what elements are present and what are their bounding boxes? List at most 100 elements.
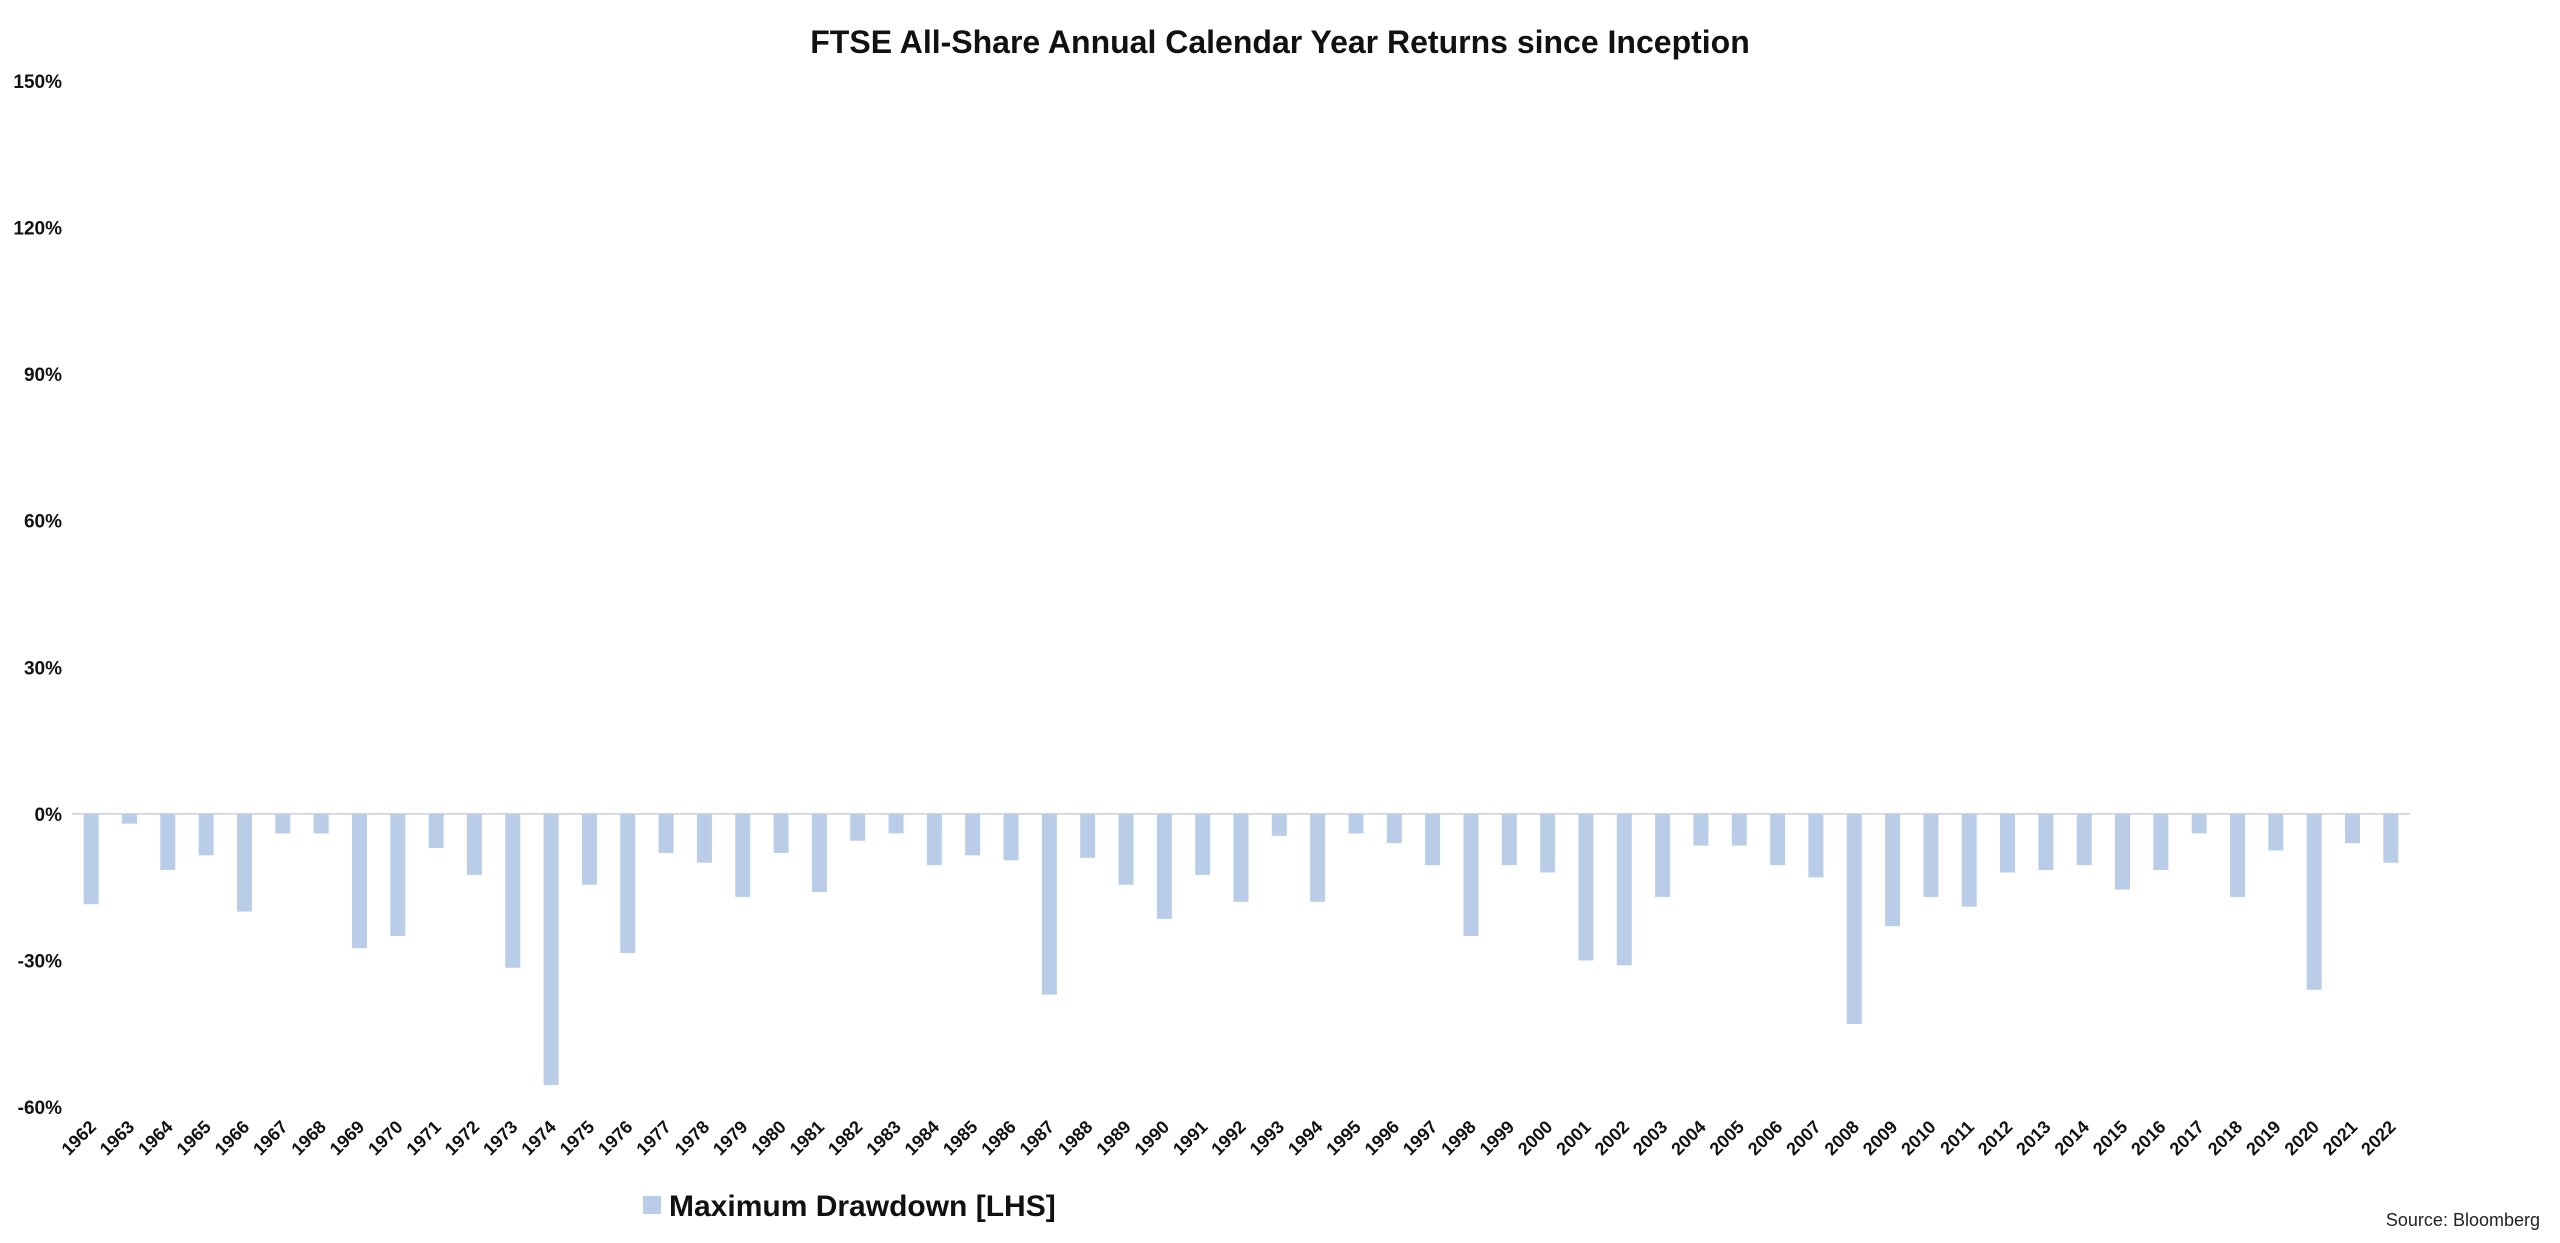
x-tick-label: 1972	[441, 1117, 483, 1159]
bar-1976	[620, 813, 636, 954]
x-tick-label: 2011	[1936, 1117, 1978, 1159]
x-tick-label: 1963	[96, 1117, 138, 1159]
bar-1996	[1386, 813, 1402, 844]
x-tick-label: 1979	[709, 1117, 751, 1159]
bar-1978	[696, 813, 712, 863]
bar-1992	[1233, 813, 1249, 902]
x-tick-label: 1991	[1169, 1117, 1211, 1159]
x-tick-label: 1998	[1437, 1117, 1479, 1159]
bar-2018	[2230, 813, 2246, 897]
bar-1982	[850, 813, 866, 841]
x-tick-label: 2002	[1591, 1117, 1633, 1159]
x-axis: 1962196319641965196619671968196919701971…	[58, 1117, 2400, 1159]
bar-2013	[2038, 813, 2054, 871]
y-tick-label: 60%	[24, 512, 62, 533]
bar-1983	[888, 813, 904, 834]
y-tick-label: 120%	[13, 219, 62, 240]
x-tick-label: 1997	[1399, 1117, 1441, 1159]
y-tick-label: -60%	[18, 1098, 62, 1119]
x-tick-label: 1975	[556, 1117, 598, 1159]
bar-1964	[160, 813, 176, 871]
source-note: Source: Bloomberg	[2386, 1210, 2540, 1230]
x-tick-label: 2017	[2166, 1117, 2208, 1159]
bar-2019	[2268, 813, 2284, 851]
bar-1971	[428, 813, 444, 849]
bar-1998	[1463, 813, 1479, 936]
bar-2011	[1961, 813, 1977, 907]
bar-1995	[1348, 813, 1364, 834]
bar-1989	[1118, 813, 1134, 885]
bar-2009	[1885, 813, 1901, 927]
bar-2006	[1770, 813, 1786, 866]
x-tick-label: 2013	[2012, 1117, 2054, 1159]
x-tick-label: 1985	[939, 1117, 981, 1159]
x-tick-label: 1977	[632, 1117, 674, 1159]
x-tick-label: 2019	[2242, 1117, 2284, 1159]
x-tick-label: 2001	[1552, 1117, 1594, 1159]
bar-1970	[390, 813, 406, 936]
bar-2010	[1923, 813, 1939, 897]
bar-1977	[658, 813, 674, 853]
bar-2003	[1655, 813, 1671, 897]
x-tick-label: 2015	[2089, 1117, 2131, 1159]
legend-swatch	[643, 1196, 661, 1214]
x-tick-label: 1964	[134, 1117, 176, 1159]
y-tick-label: 150%	[13, 72, 62, 93]
x-tick-label: 2012	[1974, 1117, 2016, 1159]
x-tick-label: 1978	[671, 1117, 713, 1159]
bar-2022	[2383, 813, 2399, 863]
bar-1980	[773, 813, 789, 853]
x-tick-label: 2020	[2281, 1117, 2323, 1159]
bar-1979	[735, 813, 751, 897]
bar-1973	[505, 813, 521, 968]
bar-1988	[1080, 813, 1096, 858]
x-tick-label: 2006	[1744, 1117, 1786, 1159]
x-tick-label: 1984	[901, 1117, 943, 1159]
x-tick-label: 1965	[173, 1117, 215, 1159]
chart-title: FTSE All-Share Annual Calendar Year Retu…	[810, 24, 1750, 60]
x-tick-label: 2005	[1706, 1117, 1748, 1159]
x-tick-label: 1971	[402, 1117, 444, 1159]
y-axis: 150% 120% 90% 60% 30% 0% -30% -60%	[13, 72, 62, 1119]
x-tick-label: 2008	[1821, 1117, 1863, 1159]
x-tick-label: 2010	[1897, 1117, 1939, 1159]
x-tick-label: 1970	[364, 1117, 406, 1159]
bar-2004	[1693, 813, 1709, 846]
x-tick-label: 1999	[1476, 1117, 1518, 1159]
bar-1986	[1003, 813, 1019, 861]
bar-1987	[1041, 813, 1057, 995]
x-tick-label: 2021	[2319, 1117, 2361, 1159]
legend: Maximum Drawdown [LHS]	[643, 1190, 1056, 1223]
x-tick-label: 1980	[747, 1117, 789, 1159]
bar-2014	[2076, 813, 2092, 866]
bar-2012	[2000, 813, 2016, 873]
x-tick-label: 1966	[211, 1117, 253, 1159]
x-tick-label: 1990	[1131, 1117, 1173, 1159]
bar-1967	[275, 813, 291, 834]
x-tick-label: 1994	[1284, 1117, 1326, 1159]
x-tick-label: 1967	[249, 1117, 291, 1159]
x-tick-label: 1976	[594, 1117, 636, 1159]
bar-2021	[2345, 813, 2361, 844]
x-tick-label: 2016	[2127, 1117, 2169, 1159]
x-tick-label: 2000	[1514, 1117, 1556, 1159]
bar-2017	[2191, 813, 2207, 834]
x-tick-label: 1989	[1092, 1117, 1134, 1159]
x-tick-label: 1982	[824, 1117, 866, 1159]
y-tick-label: 90%	[24, 365, 62, 386]
bar-2020	[2306, 813, 2322, 990]
x-tick-label: 2004	[1667, 1117, 1709, 1159]
y-tick-label: -30%	[18, 951, 62, 972]
bar-2007	[1808, 813, 1824, 878]
x-tick-label: 1996	[1361, 1117, 1403, 1159]
x-tick-label: 1995	[1322, 1117, 1364, 1159]
bar-2002	[1616, 813, 1632, 966]
bar-1975	[581, 813, 597, 885]
x-tick-label: 1974	[517, 1117, 559, 1159]
x-tick-label: 1986	[977, 1117, 1019, 1159]
bar-1990	[1156, 813, 1172, 919]
x-tick-label: 1992	[1207, 1117, 1249, 1159]
x-tick-label: 2007	[1782, 1117, 1824, 1159]
bar-2001	[1578, 813, 1594, 961]
